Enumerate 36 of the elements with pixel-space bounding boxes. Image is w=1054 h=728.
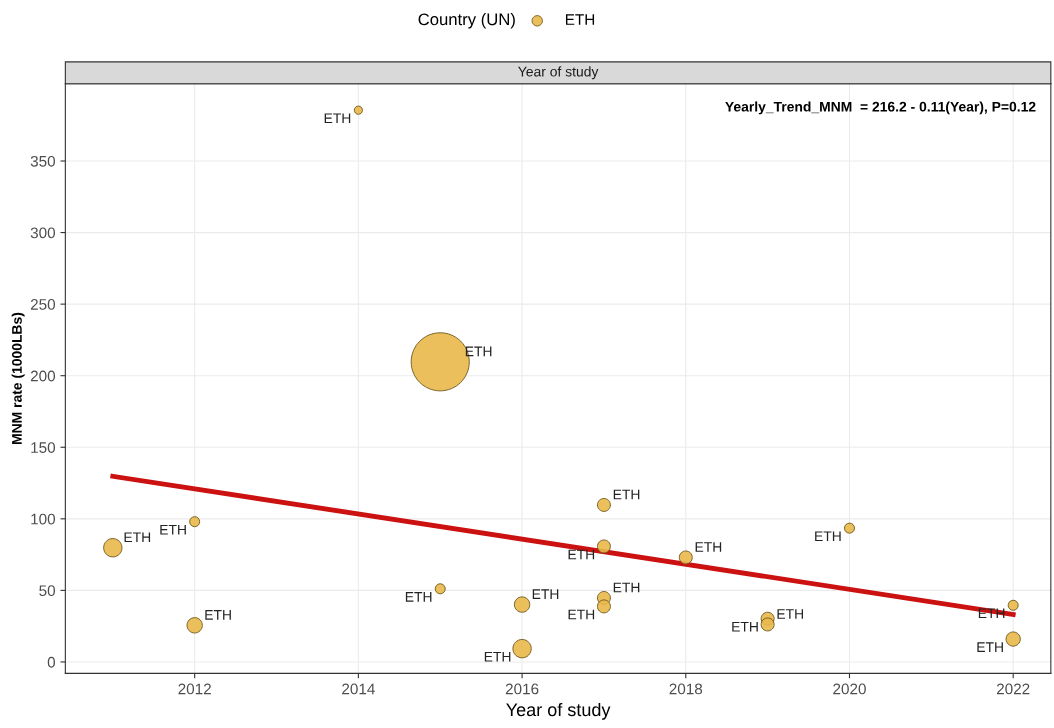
chart-subtitle: Year of study bbox=[518, 66, 599, 80]
data-label: ETH bbox=[532, 589, 559, 599]
x-tick-label: 2020 bbox=[833, 683, 866, 695]
data-label: ETH bbox=[777, 609, 803, 619]
y-axis-title: MNM rate (1000LBs) bbox=[11, 312, 25, 444]
data-label: ETH bbox=[124, 532, 151, 543]
data-label: ETH bbox=[977, 642, 1003, 652]
y-tick-label: 250 bbox=[30, 299, 56, 310]
y-tick-label: 200 bbox=[30, 370, 56, 382]
y-tick-label: 150 bbox=[31, 442, 56, 453]
data-label: ETH bbox=[815, 531, 841, 541]
data-label: ETH bbox=[568, 549, 595, 560]
y-tick-label: 300 bbox=[30, 227, 56, 239]
y-tick-label: 0 bbox=[47, 656, 56, 668]
data-label: ETH bbox=[405, 592, 432, 602]
x-tick-label: 2016 bbox=[505, 683, 539, 695]
data-label: ETH bbox=[695, 542, 722, 552]
x-tick-label: 2012 bbox=[178, 683, 211, 695]
data-label: ETH bbox=[484, 651, 511, 662]
x-tick-label: 2022 bbox=[996, 683, 1030, 695]
y-tick-label: 100 bbox=[31, 513, 56, 525]
data-label: ETH bbox=[160, 524, 186, 535]
legend-title: Country (UN) bbox=[418, 12, 515, 29]
annotation: Yearly_Trend_MNM = 216.2 - 0.11(Year), P=0.12 bbox=[725, 101, 1036, 115]
data-label: ETH bbox=[732, 622, 758, 632]
data-label: ETH bbox=[613, 489, 640, 500]
legend-label: ETH bbox=[565, 14, 595, 25]
data-label: ETH bbox=[205, 610, 231, 620]
x-tick-label: 2018 bbox=[669, 683, 703, 695]
y-tick-label: 50 bbox=[39, 585, 56, 597]
data-label: ETH bbox=[324, 113, 351, 124]
x-axis-title: Year of study bbox=[506, 702, 611, 720]
y-tick-label: 350 bbox=[30, 155, 56, 167]
x-tick-label: 2014 bbox=[342, 683, 375, 695]
data-label: ETH bbox=[613, 582, 640, 593]
data-label: ETH bbox=[568, 609, 595, 620]
